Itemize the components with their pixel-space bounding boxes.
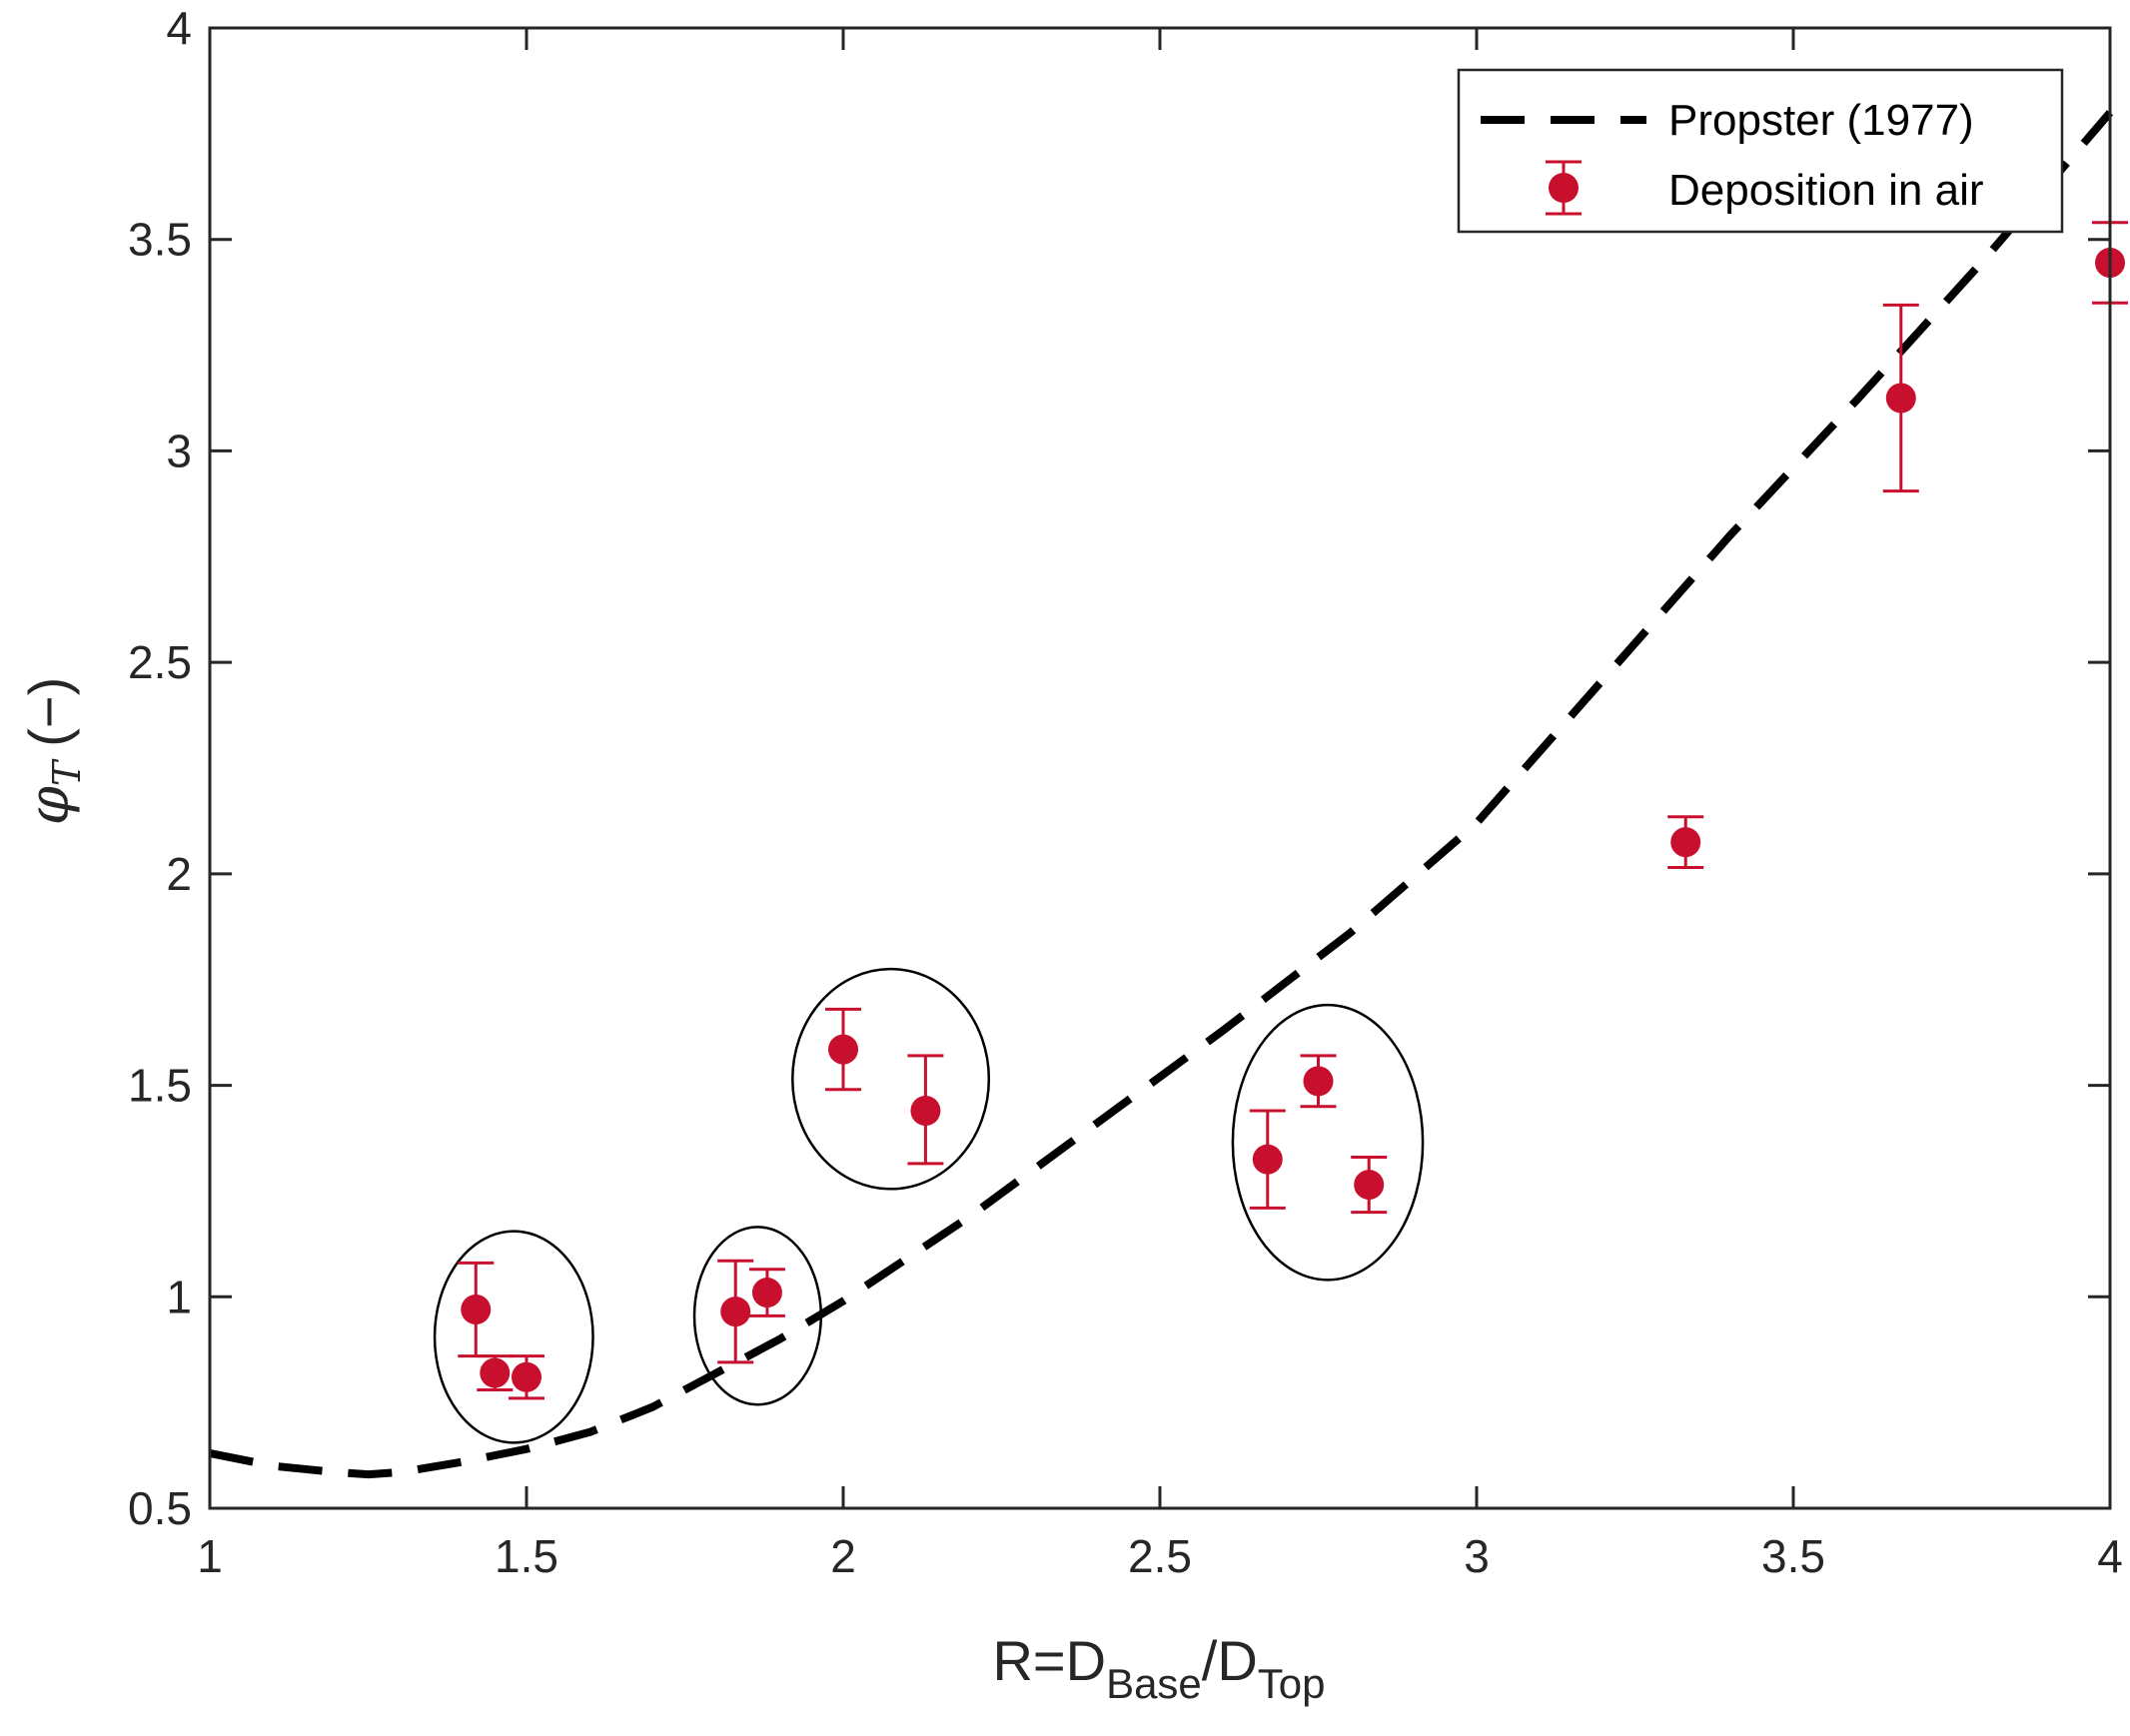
data-marker xyxy=(1354,1170,1385,1201)
data-marker xyxy=(1670,827,1701,858)
data-marker xyxy=(720,1297,751,1327)
x-axis-label-sub-top: Top xyxy=(1258,1660,1326,1707)
y-axis-label: φT (−) xyxy=(17,677,89,826)
data-point xyxy=(1300,1054,1337,1109)
data-point xyxy=(458,1261,495,1358)
x-tick-label: 1.5 xyxy=(495,1530,558,1582)
data-marker xyxy=(480,1357,511,1388)
annotation-layer xyxy=(433,967,1425,1444)
group-ellipse xyxy=(1231,1003,1425,1282)
data-point xyxy=(509,1354,544,1400)
x-tick-label: 3.5 xyxy=(1761,1530,1825,1582)
data-point xyxy=(907,1054,944,1166)
data-marker xyxy=(512,1361,541,1392)
data-point xyxy=(477,1354,514,1391)
x-axis-label-mid: /D xyxy=(1202,1629,1258,1692)
legend: Propster (1977) Deposition in air xyxy=(1457,68,2064,234)
y-axis-label-unit: (−) xyxy=(17,677,80,747)
x-tick-label: 2 xyxy=(830,1530,856,1582)
group-ellipse xyxy=(791,967,991,1191)
data-marker xyxy=(910,1095,941,1126)
group-ellipse xyxy=(433,1230,594,1444)
legend-deposition-label: Deposition in air xyxy=(1668,166,1984,215)
propster-curve xyxy=(209,110,2114,1479)
data-marker xyxy=(461,1294,492,1324)
data-marker xyxy=(1885,383,1916,414)
data-marker xyxy=(1252,1144,1283,1175)
x-tick-label: 2.5 xyxy=(1128,1530,1192,1582)
data-point xyxy=(825,1007,861,1092)
x-tick-label: 4 xyxy=(2097,1530,2123,1582)
x-tick-label: 3 xyxy=(1464,1530,1490,1582)
y-axis-label-symbol: φ xyxy=(17,786,82,825)
data-marker xyxy=(751,1278,782,1308)
data-point xyxy=(1351,1156,1388,1215)
data-point xyxy=(717,1259,754,1364)
x-tick-label: 1 xyxy=(197,1530,223,1582)
y-tick-label: 1 xyxy=(166,1271,192,1322)
y-tick-label: 2 xyxy=(166,848,192,900)
y-tick-label: 0.5 xyxy=(128,1482,192,1534)
curve-layer xyxy=(209,110,2114,1479)
y-tick-label: 3.5 xyxy=(128,214,192,266)
x-axis-label: R=DBase/DTop xyxy=(992,1629,1325,1707)
ticks-layer: 1 1.5 2 2.5 3 3.5 40.511.522.533.54 xyxy=(128,2,2123,1582)
y-tick-label: 4 xyxy=(166,2,192,54)
legend-propster-label: Propster (1977) xyxy=(1668,96,1974,145)
data-marker xyxy=(828,1034,858,1065)
data-point xyxy=(748,1268,785,1317)
data-point xyxy=(1249,1109,1286,1210)
points-layer xyxy=(458,221,2128,1400)
y-tick-label: 1.5 xyxy=(128,1060,192,1112)
legend-box xyxy=(1457,68,2064,234)
data-point xyxy=(1667,815,1704,870)
legend-deposition-marker xyxy=(1549,173,1579,203)
x-axis-label-sub-base: Base xyxy=(1106,1660,1202,1707)
x-axis-label-main: R=D xyxy=(992,1629,1106,1692)
data-marker xyxy=(1303,1066,1334,1097)
y-tick-label: 3 xyxy=(166,425,192,476)
data-point xyxy=(1882,303,1919,493)
y-tick-label: 2.5 xyxy=(128,636,192,688)
y-axis-label-sub: T xyxy=(45,758,89,786)
